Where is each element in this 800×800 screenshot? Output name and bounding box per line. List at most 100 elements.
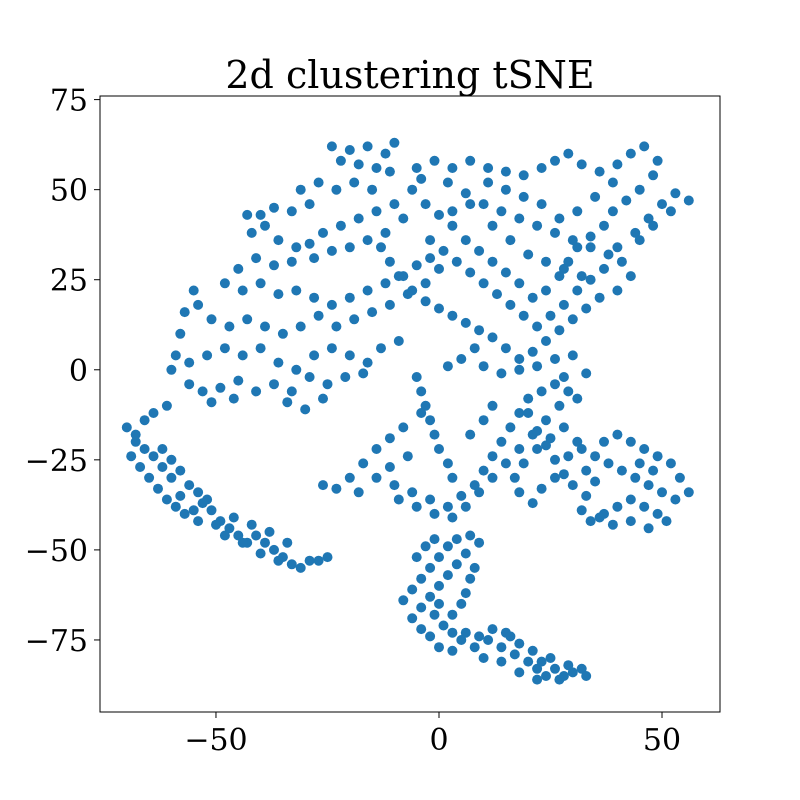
data-point [309, 253, 320, 264]
data-point [665, 458, 676, 469]
data-point [509, 472, 520, 483]
data-point [460, 548, 471, 559]
data-point [616, 465, 627, 476]
data-point [514, 638, 525, 649]
data-point [523, 393, 534, 404]
data-point [612, 285, 623, 296]
data-point [130, 429, 141, 440]
data-point [634, 458, 645, 469]
data-point [442, 570, 453, 581]
data-point [121, 422, 132, 433]
data-point [380, 148, 391, 159]
data-point [326, 245, 337, 256]
data-point [434, 303, 444, 314]
data-point [202, 494, 213, 505]
data-point [211, 519, 221, 530]
data-point [402, 451, 413, 462]
data-point [371, 444, 382, 454]
data-point [576, 663, 587, 674]
y-tick-label: −75 [25, 624, 88, 659]
data-point [527, 292, 538, 303]
data-point [567, 350, 578, 361]
data-point [478, 653, 489, 663]
data-point [393, 271, 404, 282]
data-point [514, 444, 525, 454]
data-point [545, 310, 556, 321]
data-point [474, 487, 485, 498]
data-point [451, 559, 462, 570]
y-tick-label: 0 [69, 354, 88, 389]
data-point [683, 487, 694, 498]
data-point [322, 552, 333, 563]
data-point [563, 148, 574, 159]
data-point [665, 206, 676, 217]
data-point [447, 206, 458, 217]
data-point [661, 516, 672, 527]
data-point [434, 642, 444, 653]
data-point [532, 220, 543, 231]
data-point [193, 516, 204, 527]
data-point [460, 501, 471, 512]
data-point [282, 537, 293, 548]
data-point [612, 242, 623, 253]
data-point [607, 177, 618, 188]
data-point [246, 519, 257, 530]
data-point [514, 278, 525, 289]
data-point [447, 645, 458, 656]
data-point [594, 292, 605, 303]
data-point [286, 256, 297, 267]
data-point [434, 552, 444, 563]
data-point [465, 155, 476, 166]
data-point [594, 166, 605, 177]
data-point [478, 199, 489, 210]
data-point [269, 260, 279, 271]
data-point [255, 548, 266, 559]
data-point [349, 314, 360, 325]
data-point [416, 602, 427, 613]
data-point [541, 285, 551, 296]
data-point [500, 184, 511, 195]
data-point [331, 184, 342, 195]
data-point [576, 271, 587, 282]
data-point [371, 472, 382, 483]
y-axis: 75 50 25 0 −25 −50 −75 [25, 84, 100, 659]
data-point [233, 375, 244, 386]
data-point [514, 364, 525, 375]
data-point [420, 296, 431, 307]
data-point [447, 472, 458, 483]
data-point [558, 263, 569, 274]
data-point [657, 487, 667, 498]
data-point [496, 656, 507, 667]
data-point [188, 285, 199, 296]
data-point [558, 372, 569, 382]
data-point [416, 624, 427, 635]
data-point [639, 501, 650, 512]
data-point [496, 642, 507, 653]
data-point [496, 368, 507, 379]
data-point [175, 465, 186, 476]
data-point [554, 674, 565, 685]
data-point [148, 408, 159, 418]
data-point [483, 177, 494, 188]
data-point [585, 242, 596, 253]
data-point [429, 534, 440, 545]
data-point [514, 487, 525, 498]
y-tick-label: 50 [50, 174, 88, 209]
data-point [550, 379, 560, 390]
data-point [523, 408, 534, 418]
data-point [456, 490, 467, 501]
data-point [456, 635, 467, 645]
data-point [550, 354, 560, 364]
data-point [429, 609, 440, 620]
data-point [353, 487, 364, 498]
data-point [335, 220, 346, 231]
data-point [643, 213, 654, 224]
data-point [518, 458, 529, 469]
data-point [545, 433, 556, 444]
data-point [599, 263, 609, 274]
data-point [621, 195, 632, 206]
data-point [393, 336, 404, 346]
data-point [670, 494, 681, 505]
data-point [554, 400, 565, 411]
data-point [625, 148, 636, 159]
